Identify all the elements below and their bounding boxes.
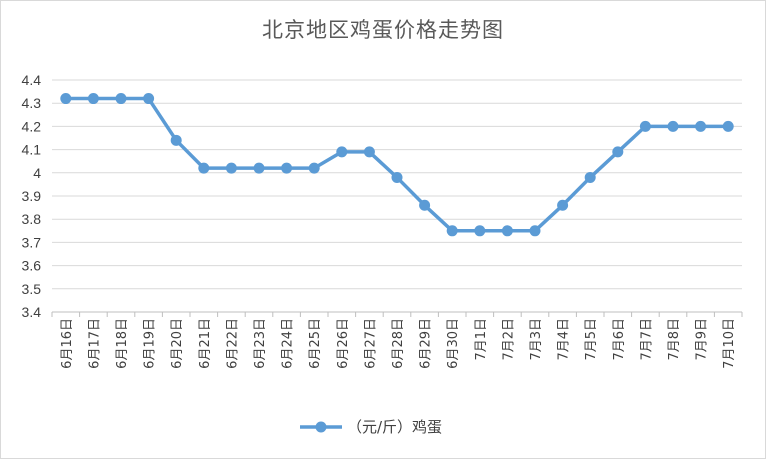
data-point [363,146,375,158]
data-point [722,120,734,132]
y-tick-label: 4.3 [22,95,42,111]
data-point [170,134,182,146]
x-tick-label: 7月1日 [474,318,489,361]
x-tick-label: 6月27日 [363,318,378,369]
x-tick-label: 7月5日 [584,318,599,361]
x-tick-label: 6月22日 [225,318,240,369]
x-axis-ticks: 6月16日 6月17日 6月18日 6月19日 6月20日 6月21日 6月22日 6月23日… [60,318,737,369]
data-point [391,171,403,183]
x-tick-label: 7月2日 [501,318,516,361]
x-tick-label: 6月29日 [419,318,434,369]
x-tick-label: 6月23日 [253,318,268,369]
x-tick-label: 7月8日 [667,318,682,361]
x-tick-label: 6月16日 [60,318,75,369]
data-point [501,225,513,237]
data-point [225,162,237,174]
data-point [60,93,72,105]
data-point [446,225,458,237]
legend-label: （元/斤）鸡蛋 [347,418,442,436]
y-tick-label: 3.8 [22,211,42,227]
data-point [308,162,320,174]
y-tick-label: 3.7 [22,234,42,250]
y-tick-label: 3.9 [22,188,42,204]
data-point [281,162,293,174]
y-tick-label: 4.2 [22,118,42,134]
data-point [612,146,624,158]
data-point [474,225,486,237]
data-point [336,146,348,158]
data-point [115,93,127,105]
y-tick-label: 4.1 [22,142,42,158]
x-tick-label: 7月7日 [639,318,654,361]
data-point [253,162,265,174]
x-tick-label: 6月28日 [391,318,406,369]
x-tick-label: 7月4日 [557,318,572,361]
x-tick-label: 6月19日 [143,318,158,369]
gridlines [51,79,743,317]
data-point [143,93,155,105]
legend: （元/斤）鸡蛋 [300,418,442,436]
y-tick-label: 3.5 [22,281,42,297]
x-tick-label: 6月20日 [170,318,185,369]
data-point [419,199,431,211]
y-tick-label: 4 [33,165,41,181]
x-tick-label: 7月6日 [612,318,627,361]
data-point [695,120,707,132]
data-point [557,199,569,211]
data-point [198,162,210,174]
data-point [639,120,651,132]
x-tick-label: 6月17日 [87,318,102,369]
x-tick-label: 7月9日 [695,318,710,361]
data-point [667,120,679,132]
x-tick-label: 6月25日 [308,318,323,369]
y-axis-ticks: 3.4 3.5 3.6 3.7 3.8 3.9 4 4.1 4.2 4.3 4.4 [22,72,42,320]
x-tick-label: 7月10日 [722,318,737,369]
series-layer [60,93,734,237]
y-tick-label: 3.4 [22,304,42,320]
x-tick-label: 7月3日 [529,318,544,361]
data-point [529,225,541,237]
x-tick-label: 6月24日 [281,318,296,369]
chart-title: 北京地区鸡蛋价格走势图 [262,18,504,42]
y-tick-label: 3.6 [22,258,42,274]
series-line [64,96,730,233]
data-point [584,171,596,183]
x-tick-label: 6月30日 [446,318,461,369]
x-tick-label: 6月21日 [198,318,213,369]
x-tick-label: 6月18日 [115,318,130,369]
y-tick-label: 4.4 [22,72,42,88]
data-point [87,93,99,105]
x-tick-label: 6月26日 [336,318,351,369]
legend-marker [315,421,327,433]
